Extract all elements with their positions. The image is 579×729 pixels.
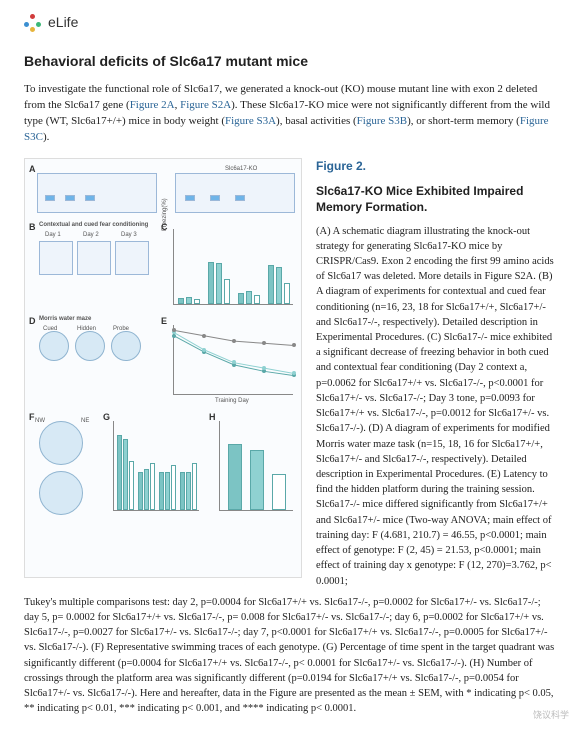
- day1: Day 1: [45, 231, 61, 240]
- panel-C-ylabel: Freezing(%): [161, 198, 170, 231]
- figure-title: Slc6a17-KO Mice Exhibited Impaired Memor…: [316, 183, 555, 215]
- panel-label-A: A: [29, 163, 36, 177]
- panel-C-chart: [173, 229, 293, 305]
- day2: Day 2: [83, 231, 99, 240]
- d-hidden: Hidden: [77, 325, 96, 334]
- panel-H-chart: [219, 421, 293, 511]
- caption-bottom: Tukey's multiple comparisons test: day 2…: [24, 595, 555, 717]
- d-probe: Probe: [113, 325, 129, 334]
- panel-E-xlabel: Training Day: [215, 397, 249, 406]
- panel-label-F: F: [29, 411, 35, 425]
- panel-A-label: Slc6a17-KO: [225, 165, 257, 174]
- brand-header: eLife: [24, 12, 555, 33]
- panel-label-B: B: [29, 221, 36, 235]
- day3: Day 3: [121, 231, 137, 240]
- intro-paragraph: To investigate the functional role of Sl…: [24, 82, 555, 146]
- panel-B-heading: Contextual and cued fear conditioning: [39, 221, 148, 230]
- panel-label-G: G: [103, 411, 110, 425]
- elife-logo-icon: [24, 14, 42, 32]
- panel-G-chart: [113, 421, 199, 511]
- panel-label-D: D: [29, 315, 36, 329]
- panel-D-heading: Morris water maze: [39, 315, 91, 324]
- brand-name: eLife: [48, 12, 78, 33]
- d-cued: Cued: [43, 325, 57, 334]
- section-title: Behavioral deficits of Slc6a17 mutant mi…: [24, 51, 555, 72]
- panel-label-H: H: [209, 411, 216, 425]
- caption-right: (A) A schematic diagram illustrating the…: [316, 224, 555, 589]
- panel-label-E: E: [161, 315, 167, 329]
- watermark: 饶议科学: [533, 709, 569, 723]
- figure-2-composite: A Slc6a17-KO B Contextual and cued fear …: [24, 158, 302, 578]
- panel-E-chart: [173, 325, 293, 395]
- figure-label: Figure 2.: [316, 158, 555, 175]
